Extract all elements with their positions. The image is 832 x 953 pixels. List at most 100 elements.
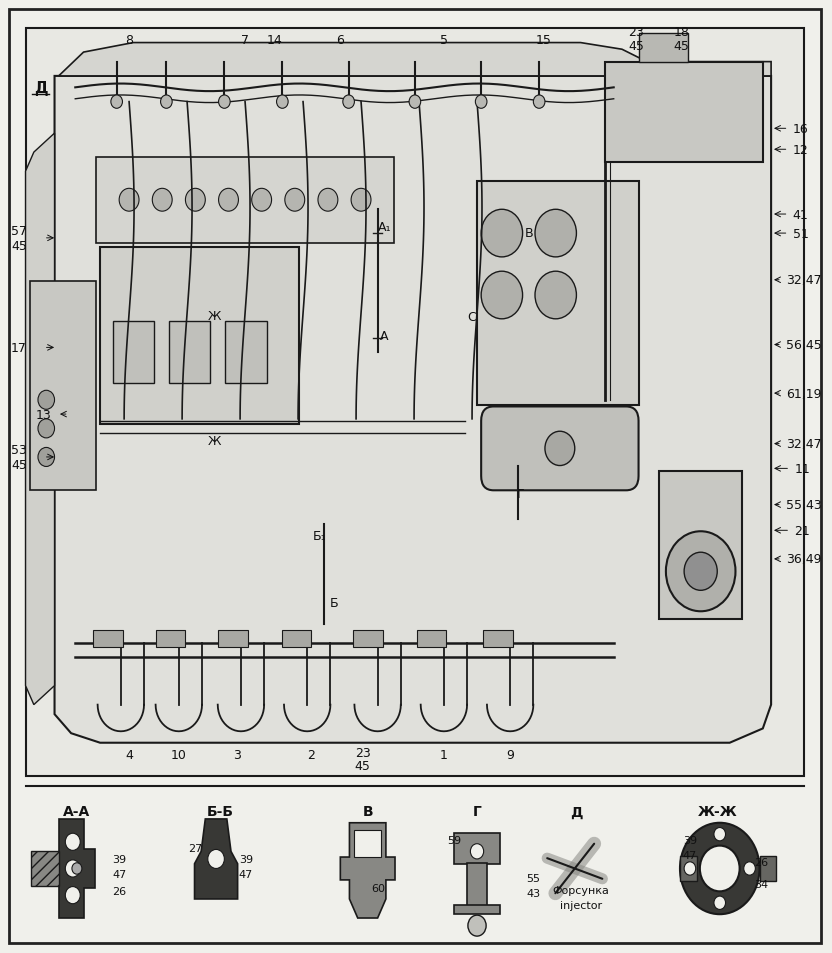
Circle shape — [161, 96, 172, 110]
Text: 55,43: 55,43 — [786, 498, 822, 512]
Text: 34: 34 — [754, 879, 768, 889]
Text: В: В — [363, 804, 373, 819]
Text: 17: 17 — [11, 341, 27, 355]
Circle shape — [535, 272, 577, 319]
Polygon shape — [354, 830, 381, 857]
Text: 47: 47 — [239, 869, 253, 880]
Circle shape — [72, 862, 82, 874]
Circle shape — [468, 915, 486, 936]
Text: 47: 47 — [112, 869, 126, 880]
Text: А: А — [380, 329, 389, 342]
Circle shape — [481, 272, 522, 319]
Text: 15: 15 — [535, 34, 552, 47]
Polygon shape — [32, 851, 59, 885]
Circle shape — [219, 189, 239, 212]
Text: 55: 55 — [527, 873, 540, 883]
Circle shape — [111, 96, 122, 110]
Bar — [417, 631, 447, 648]
Text: 12: 12 — [793, 144, 809, 156]
Text: 1: 1 — [440, 748, 448, 760]
Bar — [218, 631, 248, 648]
Polygon shape — [195, 819, 238, 899]
Text: 23: 23 — [354, 746, 370, 759]
Bar — [453, 833, 500, 863]
Bar — [93, 631, 123, 648]
Circle shape — [714, 896, 726, 909]
Text: 6: 6 — [336, 34, 344, 47]
Bar — [659, 472, 742, 619]
Text: 59: 59 — [448, 835, 462, 845]
Text: 3: 3 — [233, 748, 240, 760]
Circle shape — [666, 532, 735, 612]
Bar — [760, 856, 776, 881]
Text: 60: 60 — [371, 882, 385, 893]
Bar — [30, 281, 96, 491]
Text: Б: Б — [329, 597, 338, 610]
Bar — [638, 34, 688, 63]
Text: А-А: А-А — [63, 804, 91, 819]
Circle shape — [409, 96, 421, 110]
Circle shape — [545, 432, 575, 466]
Bar — [353, 631, 383, 648]
Text: 51: 51 — [793, 228, 809, 240]
Circle shape — [38, 391, 55, 410]
Circle shape — [252, 189, 271, 212]
Circle shape — [38, 419, 55, 438]
Text: 11: 11 — [795, 462, 810, 476]
Text: 9: 9 — [506, 748, 514, 760]
Text: 39: 39 — [239, 854, 253, 864]
Bar — [26, 30, 805, 777]
Text: injector: injector — [559, 900, 602, 910]
Text: 47: 47 — [683, 850, 697, 861]
Circle shape — [119, 189, 139, 212]
Text: 21: 21 — [795, 524, 810, 537]
Text: Б-Б: Б-Б — [206, 804, 234, 819]
Circle shape — [208, 849, 225, 868]
Circle shape — [533, 96, 545, 110]
Text: 32,47: 32,47 — [786, 437, 822, 451]
Circle shape — [744, 862, 755, 875]
Text: 61,19: 61,19 — [786, 387, 821, 400]
Text: 23: 23 — [628, 26, 644, 38]
Text: 27: 27 — [188, 842, 202, 853]
Text: 56,45: 56,45 — [786, 338, 822, 352]
Text: А₁: А₁ — [378, 221, 391, 233]
Circle shape — [481, 210, 522, 257]
Circle shape — [152, 189, 172, 212]
Circle shape — [475, 96, 487, 110]
Text: Ж: Ж — [208, 310, 221, 323]
Text: Д: Д — [570, 804, 582, 819]
Text: 45: 45 — [628, 40, 644, 52]
Circle shape — [684, 862, 696, 875]
Circle shape — [285, 189, 305, 212]
Text: 4: 4 — [125, 748, 133, 760]
Bar — [225, 321, 266, 383]
Text: 43: 43 — [527, 888, 541, 899]
Text: Г: Г — [518, 487, 525, 500]
Text: 10: 10 — [171, 748, 186, 760]
Text: Ж: Ж — [208, 435, 221, 448]
Bar — [483, 631, 513, 648]
Circle shape — [65, 886, 80, 903]
Polygon shape — [59, 819, 95, 918]
Text: 7: 7 — [241, 34, 249, 47]
Bar — [680, 856, 696, 881]
Circle shape — [276, 96, 288, 110]
Circle shape — [318, 189, 338, 212]
Circle shape — [684, 553, 717, 591]
Text: 45: 45 — [674, 40, 690, 52]
Polygon shape — [340, 822, 395, 918]
Text: С: С — [467, 311, 476, 324]
Bar — [96, 157, 394, 243]
Circle shape — [65, 860, 80, 877]
FancyBboxPatch shape — [481, 407, 638, 491]
Text: 39: 39 — [683, 835, 697, 845]
Text: 8: 8 — [125, 34, 133, 47]
Bar — [477, 181, 638, 405]
Text: 36,49: 36,49 — [786, 553, 821, 566]
Circle shape — [714, 827, 726, 841]
Circle shape — [700, 845, 740, 891]
Text: 26: 26 — [754, 857, 768, 867]
Text: 41: 41 — [793, 209, 809, 221]
Text: Форсунка: Форсунка — [552, 885, 609, 896]
